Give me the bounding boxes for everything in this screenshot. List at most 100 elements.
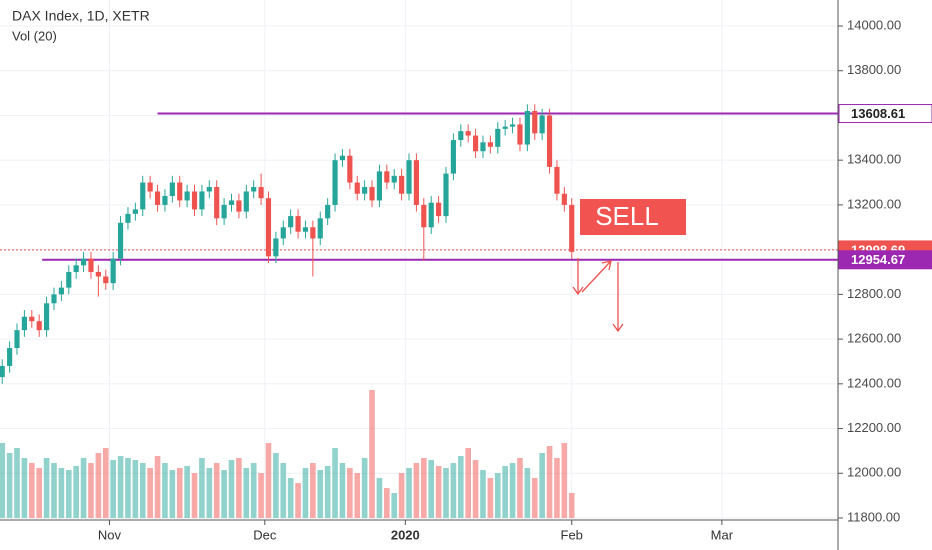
volume-bar [65,470,72,518]
volume-bar [295,483,301,518]
volume-bar [546,446,553,518]
volume-bar [250,463,257,518]
candle-body [243,191,249,212]
volume-bar [517,458,523,518]
volume-bar [154,456,161,518]
volume-bar [273,453,279,518]
volume-bar [102,448,109,518]
volume-bar [95,453,102,518]
volume-bar [487,478,494,518]
volume-bar [125,458,131,518]
candle-body [132,209,138,214]
volume-bar [169,470,176,518]
candle-body [110,258,116,284]
candle-body [325,204,331,219]
level-label: 13608.61 [851,106,905,121]
level-label-box [838,250,932,270]
candle-body [413,160,419,205]
candle-body [51,294,57,304]
volume-bar [443,468,449,518]
volume-bar [43,458,50,518]
candle-body [0,365,5,378]
candle-body [532,110,538,134]
volume-bar [243,468,250,518]
volume-bar [258,473,264,518]
volume-bar [213,463,220,518]
candle-body [258,187,264,199]
volume-bar [531,478,538,518]
candle-body [154,191,161,205]
volume-bar [21,458,28,518]
candle-body [480,142,486,152]
candle-body [339,155,346,161]
candle-body [310,227,316,239]
candle-body [191,191,198,210]
volume-bar [6,453,13,518]
volume-bar [391,493,398,518]
candle-body [117,222,124,259]
candle-body [147,182,153,192]
candle-body [502,126,508,129]
axes: 11800.00 12000.00 12200.00 12400.00 12600.00… [98,17,932,542]
candle-body [450,140,456,174]
candle-body [21,316,27,331]
candle-body [539,115,545,134]
volume-bar [568,493,575,518]
candle-body [458,131,464,141]
candle-body [58,287,64,295]
candle-body [406,160,412,194]
volume-bar [554,458,560,518]
candle-body [36,321,42,331]
volume-bar [413,463,420,518]
candle-body [554,166,560,194]
volume-bar [406,468,412,518]
volume-bar [384,488,390,518]
levels [0,112,838,261]
y-tick-label: 13200.00 [847,196,901,211]
volume-bar [361,458,368,518]
volume-bar [117,456,124,518]
volume-bar [221,470,227,518]
candle-body [428,202,434,228]
y-tick-label: 12400.00 [847,375,901,390]
candle-body [228,200,235,205]
volume-bar [435,466,442,518]
volume-bar [110,460,116,518]
volume-bar [317,470,324,518]
volume-bar [80,458,87,518]
volume-bar [509,463,516,518]
volume-bar [58,468,65,518]
sell-label: SELL [595,201,659,231]
candle-body [509,124,516,127]
candle-body [487,142,493,147]
candle-body [88,258,94,272]
volume-bar [494,473,501,518]
candle-body [206,187,212,192]
volume-bar [0,443,6,518]
candle-body [44,303,50,331]
volume-bar [280,463,287,518]
candle-body [332,160,338,205]
arrow-up [581,260,612,293]
volume-bar [162,463,168,518]
volume-bar [310,463,316,518]
candle-body [465,131,471,136]
candle-body [384,171,390,183]
candle-body [495,128,501,147]
candle-body [517,124,523,145]
volume-bar [184,466,190,518]
candle-body [288,216,294,228]
candle-body [443,173,449,217]
candle-body [14,330,20,349]
volume-bar [88,463,94,518]
volume-bar [539,453,545,518]
volume-bar [347,468,353,518]
candle-body [214,187,220,219]
volume-bar [480,470,486,518]
volume-bar [191,473,198,518]
candle-body [376,171,383,201]
volume-bar [228,460,235,518]
volume-bar [472,460,479,518]
volume-bar [332,448,338,518]
volume-bar [236,458,242,518]
